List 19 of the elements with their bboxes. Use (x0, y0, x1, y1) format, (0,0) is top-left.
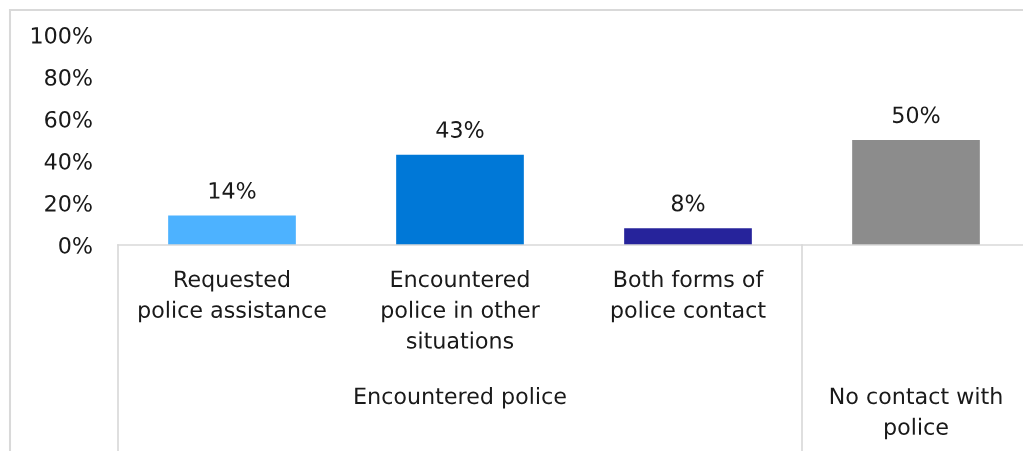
bar (852, 140, 980, 245)
text: No contact with police (830, 387, 1002, 440)
y-tick-label: 0% (59, 236, 92, 254)
bar (396, 154, 524, 245)
data-label: 14% (209, 181, 256, 199)
bar (168, 215, 296, 245)
y-tick-label: 60% (45, 110, 92, 128)
text: Encountered police (355, 387, 566, 409)
data-label: 50% (893, 106, 940, 124)
x-tick-label: Encountered police in other situations (382, 270, 540, 349)
bar (624, 228, 752, 245)
y-tick-label: 20% (45, 194, 92, 212)
y-tick-label: 40% (44, 152, 92, 170)
x-tick-label: Requested police assistance (139, 270, 326, 323)
x-tick-label: Both forms of police contact (611, 270, 766, 323)
y-tick-label: 100% (31, 26, 92, 44)
data-label: 8% (671, 194, 705, 212)
y-tick-label: 80% (45, 68, 92, 86)
data-label: 43% (436, 121, 484, 138)
